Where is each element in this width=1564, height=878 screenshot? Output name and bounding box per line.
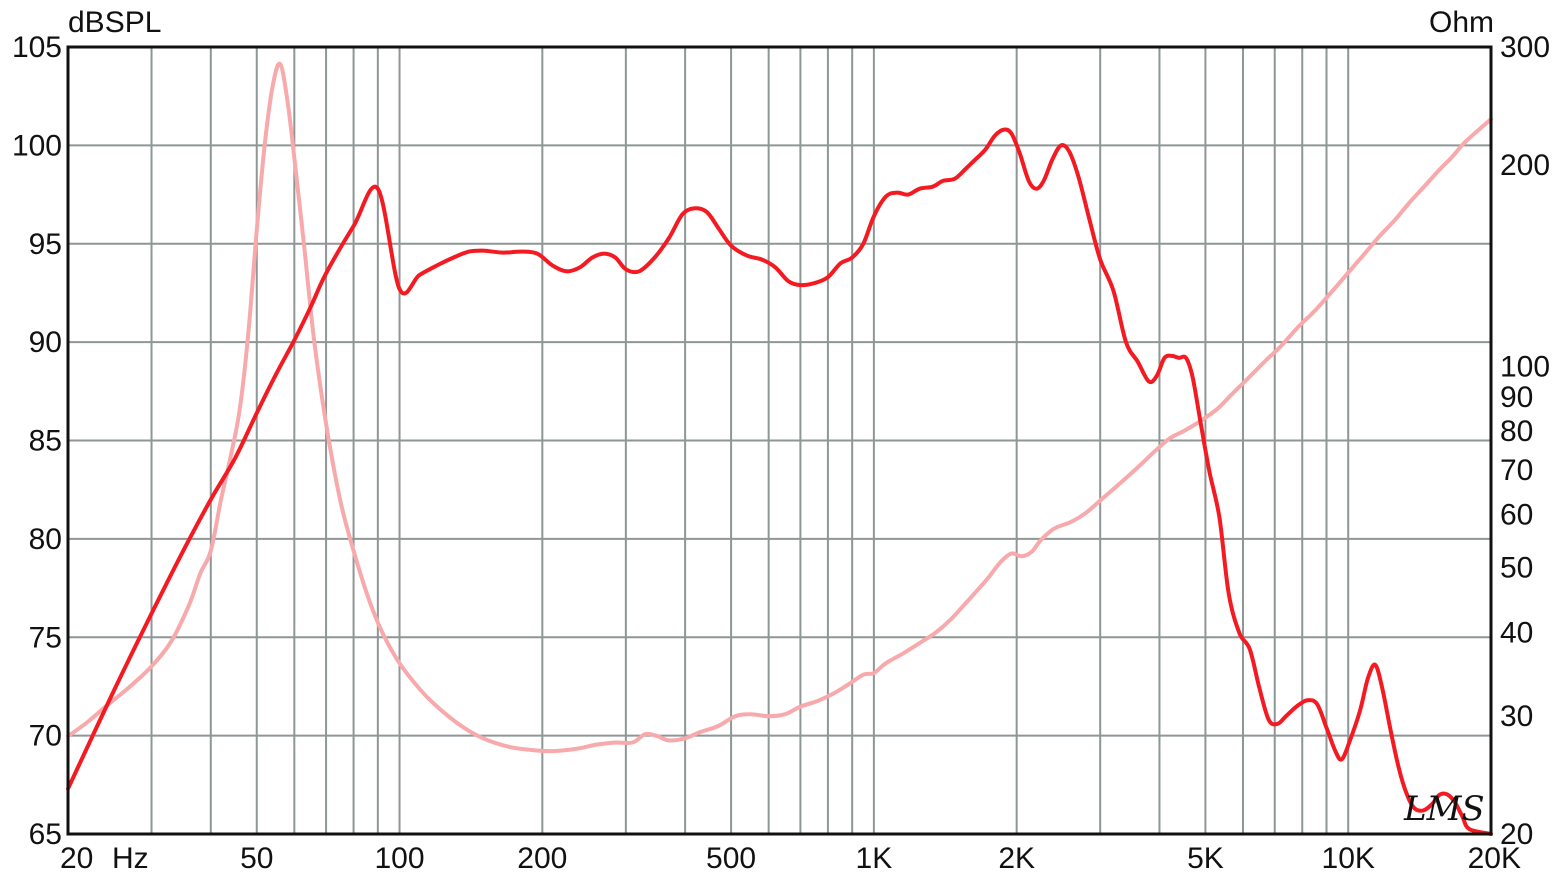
x-tick-label: 50 — [240, 842, 273, 875]
x-tick-label: 200 — [517, 842, 567, 875]
x-tick-label: 500 — [706, 842, 756, 875]
y-right-tick-label: 40 — [1500, 617, 1533, 650]
x-tick-label: 2K — [998, 842, 1035, 875]
y-left-ticks: 105 100 95 90 85 80 75 70 65 — [12, 31, 62, 851]
y-right-tick-label: 60 — [1500, 499, 1533, 532]
y-right-tick-label: 50 — [1500, 552, 1533, 585]
x-tick-label: 100 — [375, 842, 425, 875]
y-left-tick-label: 65 — [29, 818, 62, 851]
y-right-tick-label: 100 — [1500, 350, 1550, 383]
y-right-tick-label: 30 — [1500, 700, 1533, 733]
y-left-tick-label: 100 — [12, 129, 62, 162]
plot-frame — [66, 45, 1493, 836]
x-unit-label: Hz — [112, 842, 149, 875]
spl-curve — [66, 127, 1493, 836]
y-right-tick-label: 70 — [1500, 454, 1533, 487]
y-right-tick-label: 80 — [1500, 415, 1533, 448]
x-tick-label: 1K — [856, 842, 893, 875]
y-right-tick-label: 20 — [1500, 818, 1533, 851]
y-left-tick-label: 70 — [29, 720, 62, 753]
y-left-tick-label: 75 — [29, 621, 62, 654]
y-left-tick-label: 95 — [29, 228, 62, 261]
y-right-tick-label: 90 — [1500, 381, 1533, 414]
y-left-tick-label: 85 — [29, 425, 62, 458]
y-right-tick-label: 200 — [1500, 149, 1550, 182]
impedance-curve — [66, 61, 1493, 754]
series-lines — [66, 61, 1493, 836]
lms-logo-text: LMS — [1403, 789, 1485, 829]
y-right-unit-label: Ohm — [1429, 6, 1494, 39]
x-tick-label: 10K — [1322, 842, 1375, 875]
x-ticks: 20 50 100 200 500 1K 2K 5K 10K 20K — [60, 842, 1521, 875]
x-tick-label: 20 — [60, 842, 93, 875]
x-tick-label: 20K — [1468, 842, 1521, 875]
y-left-tick-label: 105 — [12, 31, 62, 64]
y-left-tick-label: 90 — [29, 326, 62, 359]
y-left-unit-label: dBSPL — [68, 6, 161, 39]
lms-logo: LMS — [1403, 789, 1485, 829]
y-right-tick-label: 300 — [1500, 31, 1550, 64]
y-left-tick-label: 80 — [29, 523, 62, 556]
x-tick-label: 5K — [1187, 842, 1224, 875]
